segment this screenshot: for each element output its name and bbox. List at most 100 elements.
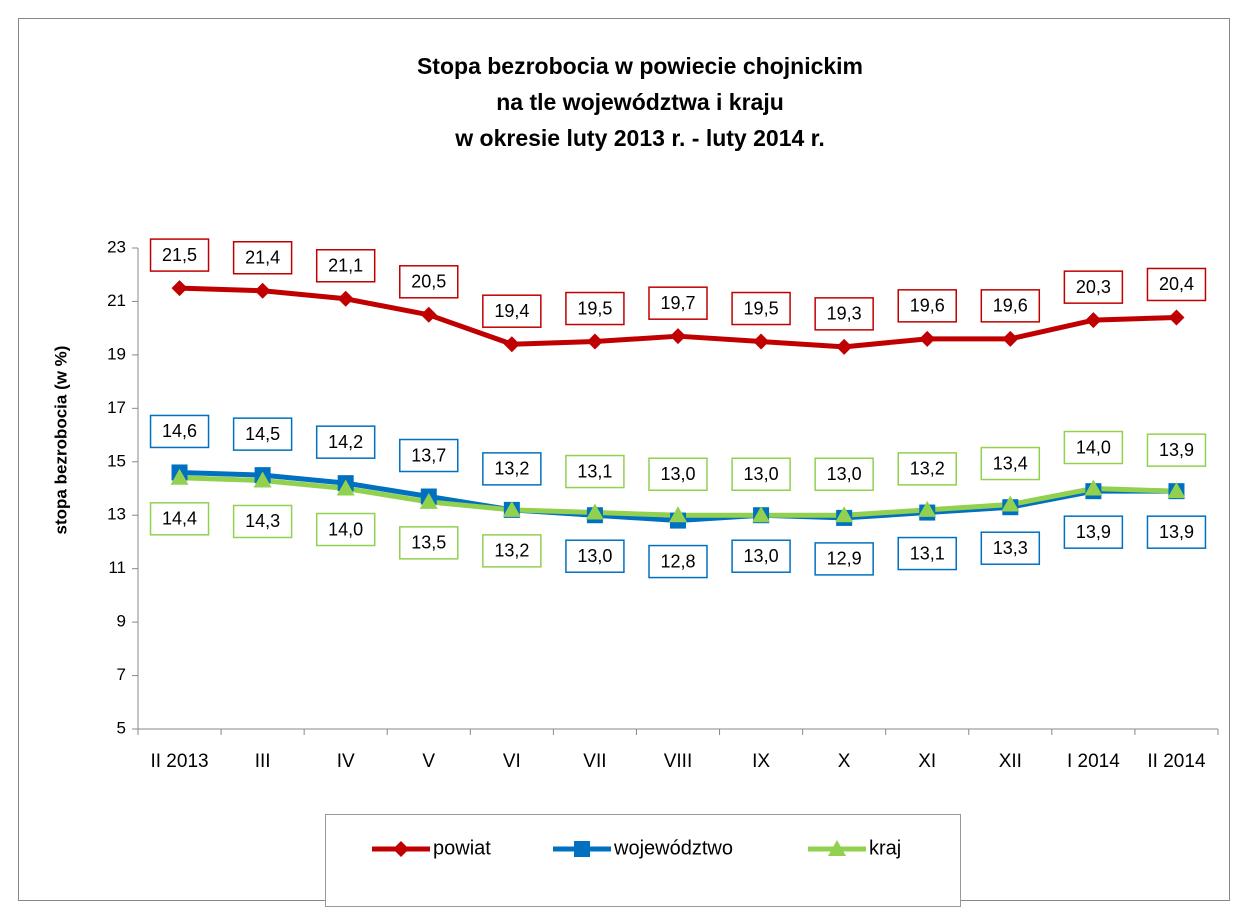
marker xyxy=(574,841,590,857)
legend-label: województwo xyxy=(613,837,733,859)
marker xyxy=(254,282,271,299)
marker xyxy=(752,506,771,523)
value-label-box xyxy=(232,417,293,451)
value-label: 21,1 xyxy=(328,256,363,276)
value-label: 13,3 xyxy=(993,538,1028,558)
x-tick-label: XII xyxy=(999,751,1022,772)
value-label-box xyxy=(897,452,957,486)
value-label-box xyxy=(149,238,210,272)
value-label: 13,0 xyxy=(744,464,779,484)
value-label: 14,2 xyxy=(328,432,363,452)
value-label: 19,6 xyxy=(910,296,945,316)
legend xyxy=(325,814,961,907)
value-label: 13,2 xyxy=(910,459,945,479)
value-label-box xyxy=(814,457,874,491)
value-label: 13,1 xyxy=(910,543,945,563)
value-label: 13,0 xyxy=(577,546,612,566)
x-tick-label: VIII xyxy=(664,751,693,772)
value-label: 13,1 xyxy=(577,461,612,481)
y-tick-label: 7 xyxy=(117,665,126,684)
x-tick-label: XI xyxy=(918,751,936,772)
value-label-box xyxy=(565,291,625,326)
x-tick-label: II 2014 xyxy=(1147,751,1206,772)
y-tick-label: 9 xyxy=(117,612,126,631)
marker xyxy=(171,280,188,297)
value-label: 14,5 xyxy=(245,424,280,444)
marker xyxy=(586,333,603,350)
value-label: 19,3 xyxy=(827,304,862,324)
value-label-box xyxy=(980,531,1041,565)
chart-title: Stopa bezrobocia w powiecie chojnickim xyxy=(417,53,863,79)
value-label-box xyxy=(482,294,542,328)
marker xyxy=(1002,330,1019,347)
value-label-box xyxy=(814,542,874,576)
legend-label: kraj xyxy=(869,837,901,859)
marker xyxy=(919,330,936,347)
value-label-box xyxy=(315,249,376,283)
x-tick-label: IX xyxy=(752,751,770,772)
value-label-box xyxy=(482,452,542,486)
value-label: 21,5 xyxy=(162,245,197,265)
value-label: 13,5 xyxy=(411,533,446,553)
x-tick-label: X xyxy=(838,751,851,772)
value-label-box xyxy=(1146,267,1207,302)
value-label-box xyxy=(731,539,791,573)
value-label: 20,3 xyxy=(1076,277,1111,297)
value-label: 13,0 xyxy=(660,464,695,484)
value-label-box xyxy=(980,446,1041,481)
marker xyxy=(502,500,521,517)
chart-title: w okresie luty 2013 r. - luty 2014 r. xyxy=(454,125,824,151)
marker xyxy=(1084,479,1103,496)
value-label: 13,4 xyxy=(993,453,1028,473)
value-label: 19,5 xyxy=(744,298,779,318)
value-label: 14,6 xyxy=(162,421,197,441)
value-label: 13,2 xyxy=(494,541,529,561)
marker xyxy=(585,503,604,520)
value-label: 13,9 xyxy=(1159,522,1194,542)
marker xyxy=(253,471,272,488)
value-label: 14,4 xyxy=(162,509,197,529)
value-label-box xyxy=(731,291,791,326)
y-tick-label: 21 xyxy=(107,291,126,310)
value-label-box xyxy=(1146,433,1207,467)
value-label-box xyxy=(232,504,293,539)
value-label-box xyxy=(315,425,376,459)
chart-title: na tle województwa i kraju xyxy=(496,89,784,115)
marker xyxy=(1001,495,1020,512)
marker xyxy=(503,336,520,353)
y-tick-label: 19 xyxy=(107,344,126,363)
value-label-box xyxy=(149,502,210,536)
value-label: 13,9 xyxy=(1076,522,1111,542)
value-label-box xyxy=(399,265,459,299)
value-label: 13,0 xyxy=(827,464,862,484)
marker xyxy=(393,841,409,857)
y-tick-label: 5 xyxy=(117,718,126,737)
y-tick-label: 13 xyxy=(107,505,126,524)
value-label: 13,7 xyxy=(411,445,446,465)
value-label-box xyxy=(565,539,625,573)
marker xyxy=(337,290,354,307)
value-label-box xyxy=(315,512,376,547)
marker xyxy=(420,306,437,323)
value-label-box xyxy=(648,544,708,579)
value-label-box xyxy=(399,526,459,560)
value-label-box xyxy=(814,297,874,331)
value-label-box xyxy=(399,438,459,473)
x-tick-label: III xyxy=(255,751,271,772)
marker xyxy=(1085,312,1102,329)
marker xyxy=(1168,309,1185,326)
x-tick-label: V xyxy=(422,751,435,772)
value-label: 13,9 xyxy=(1159,440,1194,460)
value-label-box xyxy=(149,414,210,449)
value-label-box xyxy=(232,241,293,275)
value-label: 12,9 xyxy=(827,549,862,569)
x-tick-label: IV xyxy=(337,751,355,772)
x-tick-label: II 2013 xyxy=(150,751,208,772)
marker xyxy=(836,338,853,355)
marker xyxy=(170,468,189,485)
value-label: 20,4 xyxy=(1159,274,1194,294)
value-label-box xyxy=(648,286,708,320)
marker xyxy=(670,328,686,345)
value-label-box xyxy=(565,454,625,489)
